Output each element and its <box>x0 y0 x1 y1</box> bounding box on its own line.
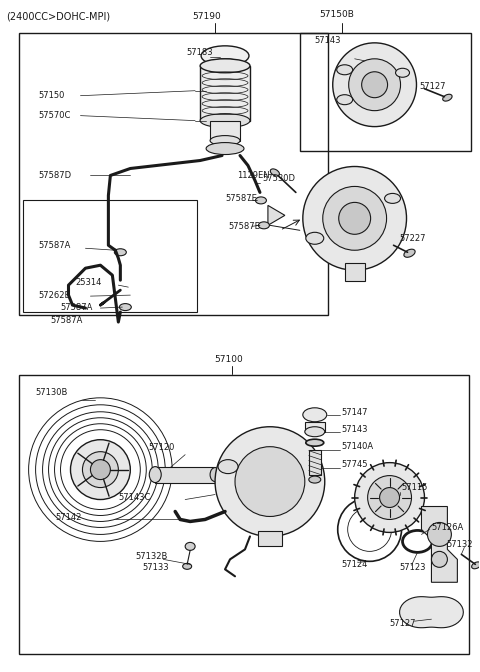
Text: (2400CC>DOHC-MPI): (2400CC>DOHC-MPI) <box>6 12 110 22</box>
Ellipse shape <box>114 249 126 256</box>
Text: 57115: 57115 <box>402 483 428 492</box>
Text: 57142: 57142 <box>56 513 82 522</box>
Text: 57124: 57124 <box>342 560 368 569</box>
Circle shape <box>432 551 447 567</box>
Polygon shape <box>421 507 457 582</box>
Text: 57147: 57147 <box>342 409 368 417</box>
Ellipse shape <box>200 114 250 128</box>
Text: 57132B: 57132B <box>135 552 168 561</box>
Circle shape <box>215 427 325 536</box>
Ellipse shape <box>306 233 324 244</box>
Text: 57587D: 57587D <box>38 171 72 180</box>
Text: 57587A: 57587A <box>50 316 83 325</box>
Text: 57132: 57132 <box>446 540 473 549</box>
Bar <box>300 33 471 151</box>
Bar <box>19 33 328 315</box>
Ellipse shape <box>201 46 249 66</box>
Text: 57150: 57150 <box>38 91 65 100</box>
Text: 57227: 57227 <box>399 234 426 243</box>
Ellipse shape <box>149 466 161 482</box>
Ellipse shape <box>258 222 269 228</box>
Ellipse shape <box>305 427 325 437</box>
Circle shape <box>83 452 119 488</box>
Text: 25314: 25314 <box>75 278 102 287</box>
Text: 57262B: 57262B <box>38 290 71 300</box>
Circle shape <box>71 439 130 499</box>
Ellipse shape <box>443 94 452 101</box>
Text: 57126A: 57126A <box>432 523 464 532</box>
Ellipse shape <box>200 59 250 73</box>
Text: 57745: 57745 <box>342 460 368 469</box>
Text: 57587A: 57587A <box>60 302 93 312</box>
Ellipse shape <box>210 136 240 146</box>
Ellipse shape <box>303 408 327 422</box>
Ellipse shape <box>218 460 238 474</box>
Text: 1129EN: 1129EN <box>237 171 270 180</box>
Text: 57100: 57100 <box>214 355 243 364</box>
Ellipse shape <box>120 304 132 310</box>
Circle shape <box>348 59 400 111</box>
Ellipse shape <box>255 197 266 204</box>
Circle shape <box>90 460 110 480</box>
Text: 57127: 57127 <box>420 82 446 91</box>
Ellipse shape <box>336 65 353 75</box>
Polygon shape <box>400 597 463 628</box>
Text: 57120: 57120 <box>148 443 175 452</box>
Ellipse shape <box>309 476 321 483</box>
Bar <box>258 532 282 546</box>
Bar <box>305 422 325 431</box>
Ellipse shape <box>472 562 480 569</box>
Circle shape <box>303 167 407 270</box>
Bar <box>210 121 240 140</box>
Ellipse shape <box>185 542 195 550</box>
Text: 57530D: 57530D <box>262 174 295 183</box>
Circle shape <box>368 476 411 519</box>
Text: 57127: 57127 <box>390 619 416 628</box>
Ellipse shape <box>384 194 400 204</box>
Bar <box>345 263 365 281</box>
Circle shape <box>355 462 424 532</box>
Circle shape <box>380 488 399 507</box>
Ellipse shape <box>206 142 244 155</box>
Ellipse shape <box>270 169 279 176</box>
Text: 57133: 57133 <box>142 563 169 572</box>
Text: 57143: 57143 <box>315 36 341 45</box>
Text: 57587E: 57587E <box>225 194 257 203</box>
Bar <box>155 466 215 482</box>
Text: 57123: 57123 <box>399 563 426 572</box>
Bar <box>200 66 250 121</box>
Polygon shape <box>268 206 285 225</box>
Ellipse shape <box>404 249 415 257</box>
Ellipse shape <box>336 95 353 105</box>
Bar <box>23 200 197 312</box>
Text: 57150B: 57150B <box>320 11 355 19</box>
Ellipse shape <box>396 69 409 77</box>
Circle shape <box>235 447 305 517</box>
Text: 57143C: 57143C <box>119 493 151 502</box>
Ellipse shape <box>183 563 192 569</box>
Text: 57183: 57183 <box>186 48 213 57</box>
Bar <box>309 450 321 474</box>
Circle shape <box>361 72 387 97</box>
Text: 57130B: 57130B <box>36 388 68 397</box>
Bar <box>19 375 469 654</box>
Ellipse shape <box>205 59 245 73</box>
Circle shape <box>333 43 417 126</box>
Ellipse shape <box>210 468 220 482</box>
Text: 57570C: 57570C <box>38 111 71 120</box>
Ellipse shape <box>306 439 324 446</box>
Text: 57143: 57143 <box>342 425 368 434</box>
Circle shape <box>339 202 371 235</box>
Text: 57587E: 57587E <box>228 222 260 230</box>
Circle shape <box>428 522 451 546</box>
Text: 57140A: 57140A <box>342 442 374 451</box>
Text: 57587A: 57587A <box>38 241 71 250</box>
Circle shape <box>323 186 386 250</box>
Text: 57190: 57190 <box>192 12 221 22</box>
